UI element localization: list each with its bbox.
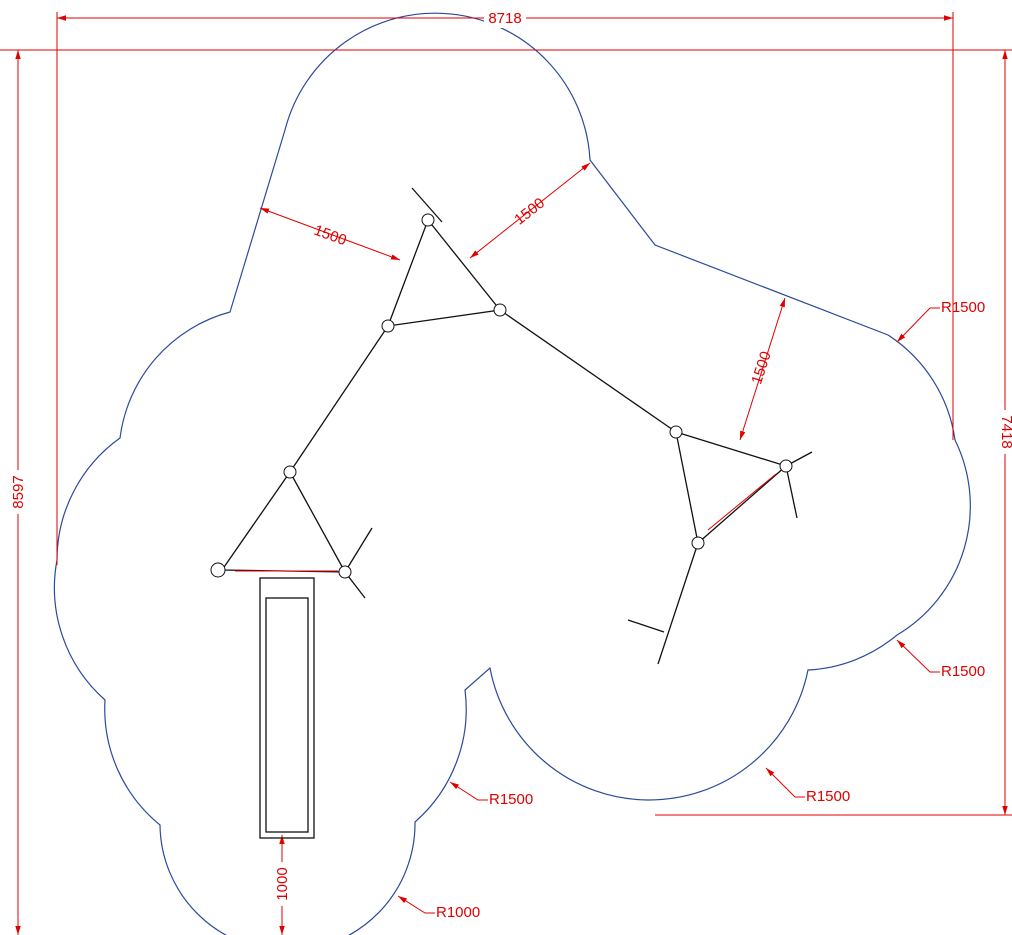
dim-label: 1500	[511, 195, 548, 229]
radius-label: R1500	[941, 299, 985, 316]
radius-label: R1500	[806, 788, 850, 805]
dim-label: 8597	[10, 475, 27, 508]
dim-label: 1000	[274, 867, 291, 900]
dimension-labels: 8718 8597 7418 1500 1500 1500 R1500 R150…	[8, 8, 1012, 921]
dim-label: 1500	[312, 222, 349, 249]
dim-label: 1500	[748, 349, 774, 386]
page: 8718 8597 7418 1500 1500 1500 R1500 R150…	[0, 0, 1012, 935]
drawing: 8718 8597 7418 1500 1500 1500 R1500 R150…	[0, 0, 1012, 935]
play-equipment	[211, 188, 812, 838]
radius-label: R1500	[489, 791, 533, 808]
dim-label: 7418	[998, 415, 1012, 448]
dim-label: 8718	[488, 10, 521, 27]
radius-label: R1500	[941, 663, 985, 680]
radius-label: R1000	[436, 904, 480, 921]
